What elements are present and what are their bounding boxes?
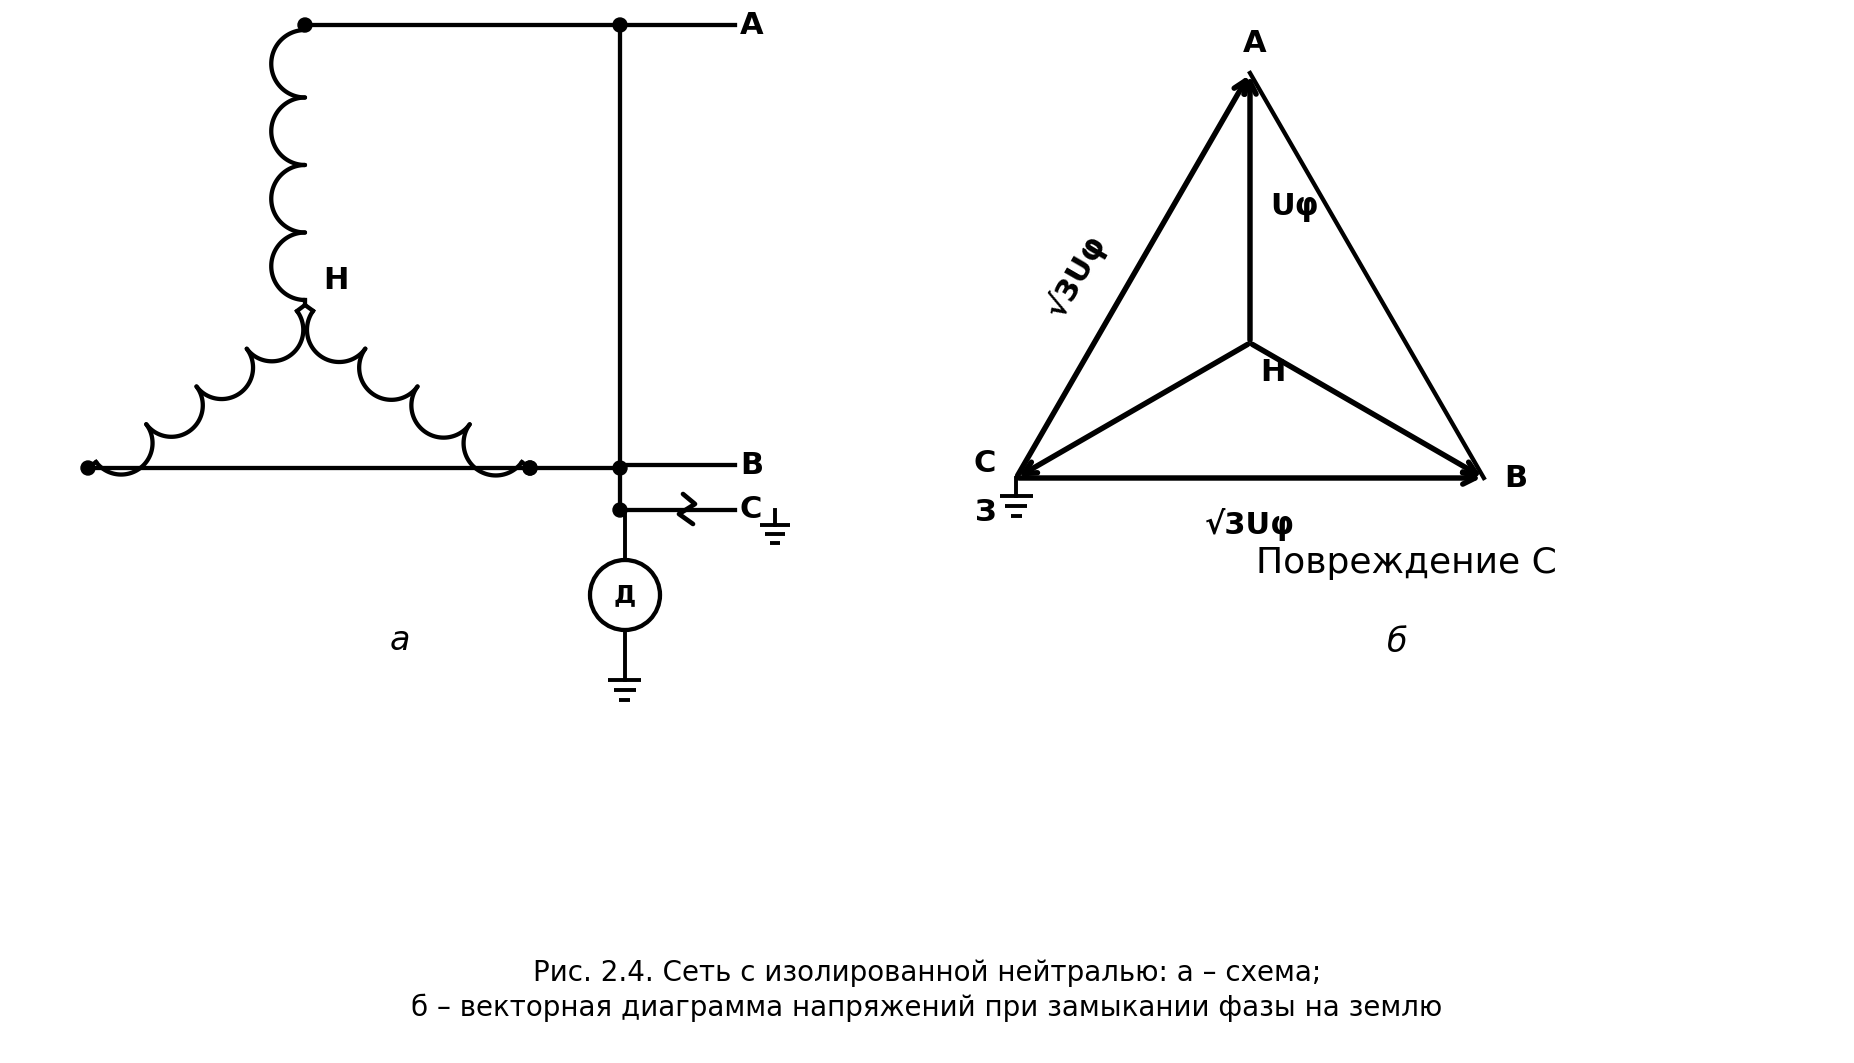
Circle shape bbox=[614, 18, 627, 32]
Text: З: З bbox=[975, 497, 996, 527]
Text: A: A bbox=[1244, 29, 1266, 58]
Text: б – векторная диаграмма напряжений при замыкании фазы на землю: б – векторная диаграмма напряжений при з… bbox=[412, 994, 1442, 1023]
Circle shape bbox=[614, 461, 627, 475]
Text: √3Uφ: √3Uφ bbox=[1205, 508, 1294, 541]
Text: H: H bbox=[323, 266, 349, 296]
Circle shape bbox=[298, 18, 311, 32]
Text: Uφ: Uφ bbox=[1270, 193, 1318, 222]
Text: B: B bbox=[1504, 463, 1528, 492]
Text: B: B bbox=[740, 451, 764, 479]
Text: а: а bbox=[389, 624, 410, 657]
Text: H: H bbox=[1261, 358, 1285, 387]
Text: C: C bbox=[740, 495, 762, 524]
Text: Повреждение C: Повреждение C bbox=[1257, 546, 1557, 580]
Text: Д: Д bbox=[614, 583, 636, 607]
Text: б: б bbox=[1387, 626, 1407, 659]
Circle shape bbox=[82, 461, 95, 475]
Text: A: A bbox=[740, 11, 764, 39]
Text: √3Uφ: √3Uφ bbox=[1040, 229, 1112, 323]
Text: C: C bbox=[973, 449, 996, 477]
Text: Рис. 2.4. Сеть с изолированной нейтралью: а – схема;: Рис. 2.4. Сеть с изолированной нейтралью… bbox=[532, 959, 1322, 988]
Circle shape bbox=[614, 503, 627, 517]
Circle shape bbox=[523, 461, 538, 475]
Circle shape bbox=[523, 461, 538, 475]
